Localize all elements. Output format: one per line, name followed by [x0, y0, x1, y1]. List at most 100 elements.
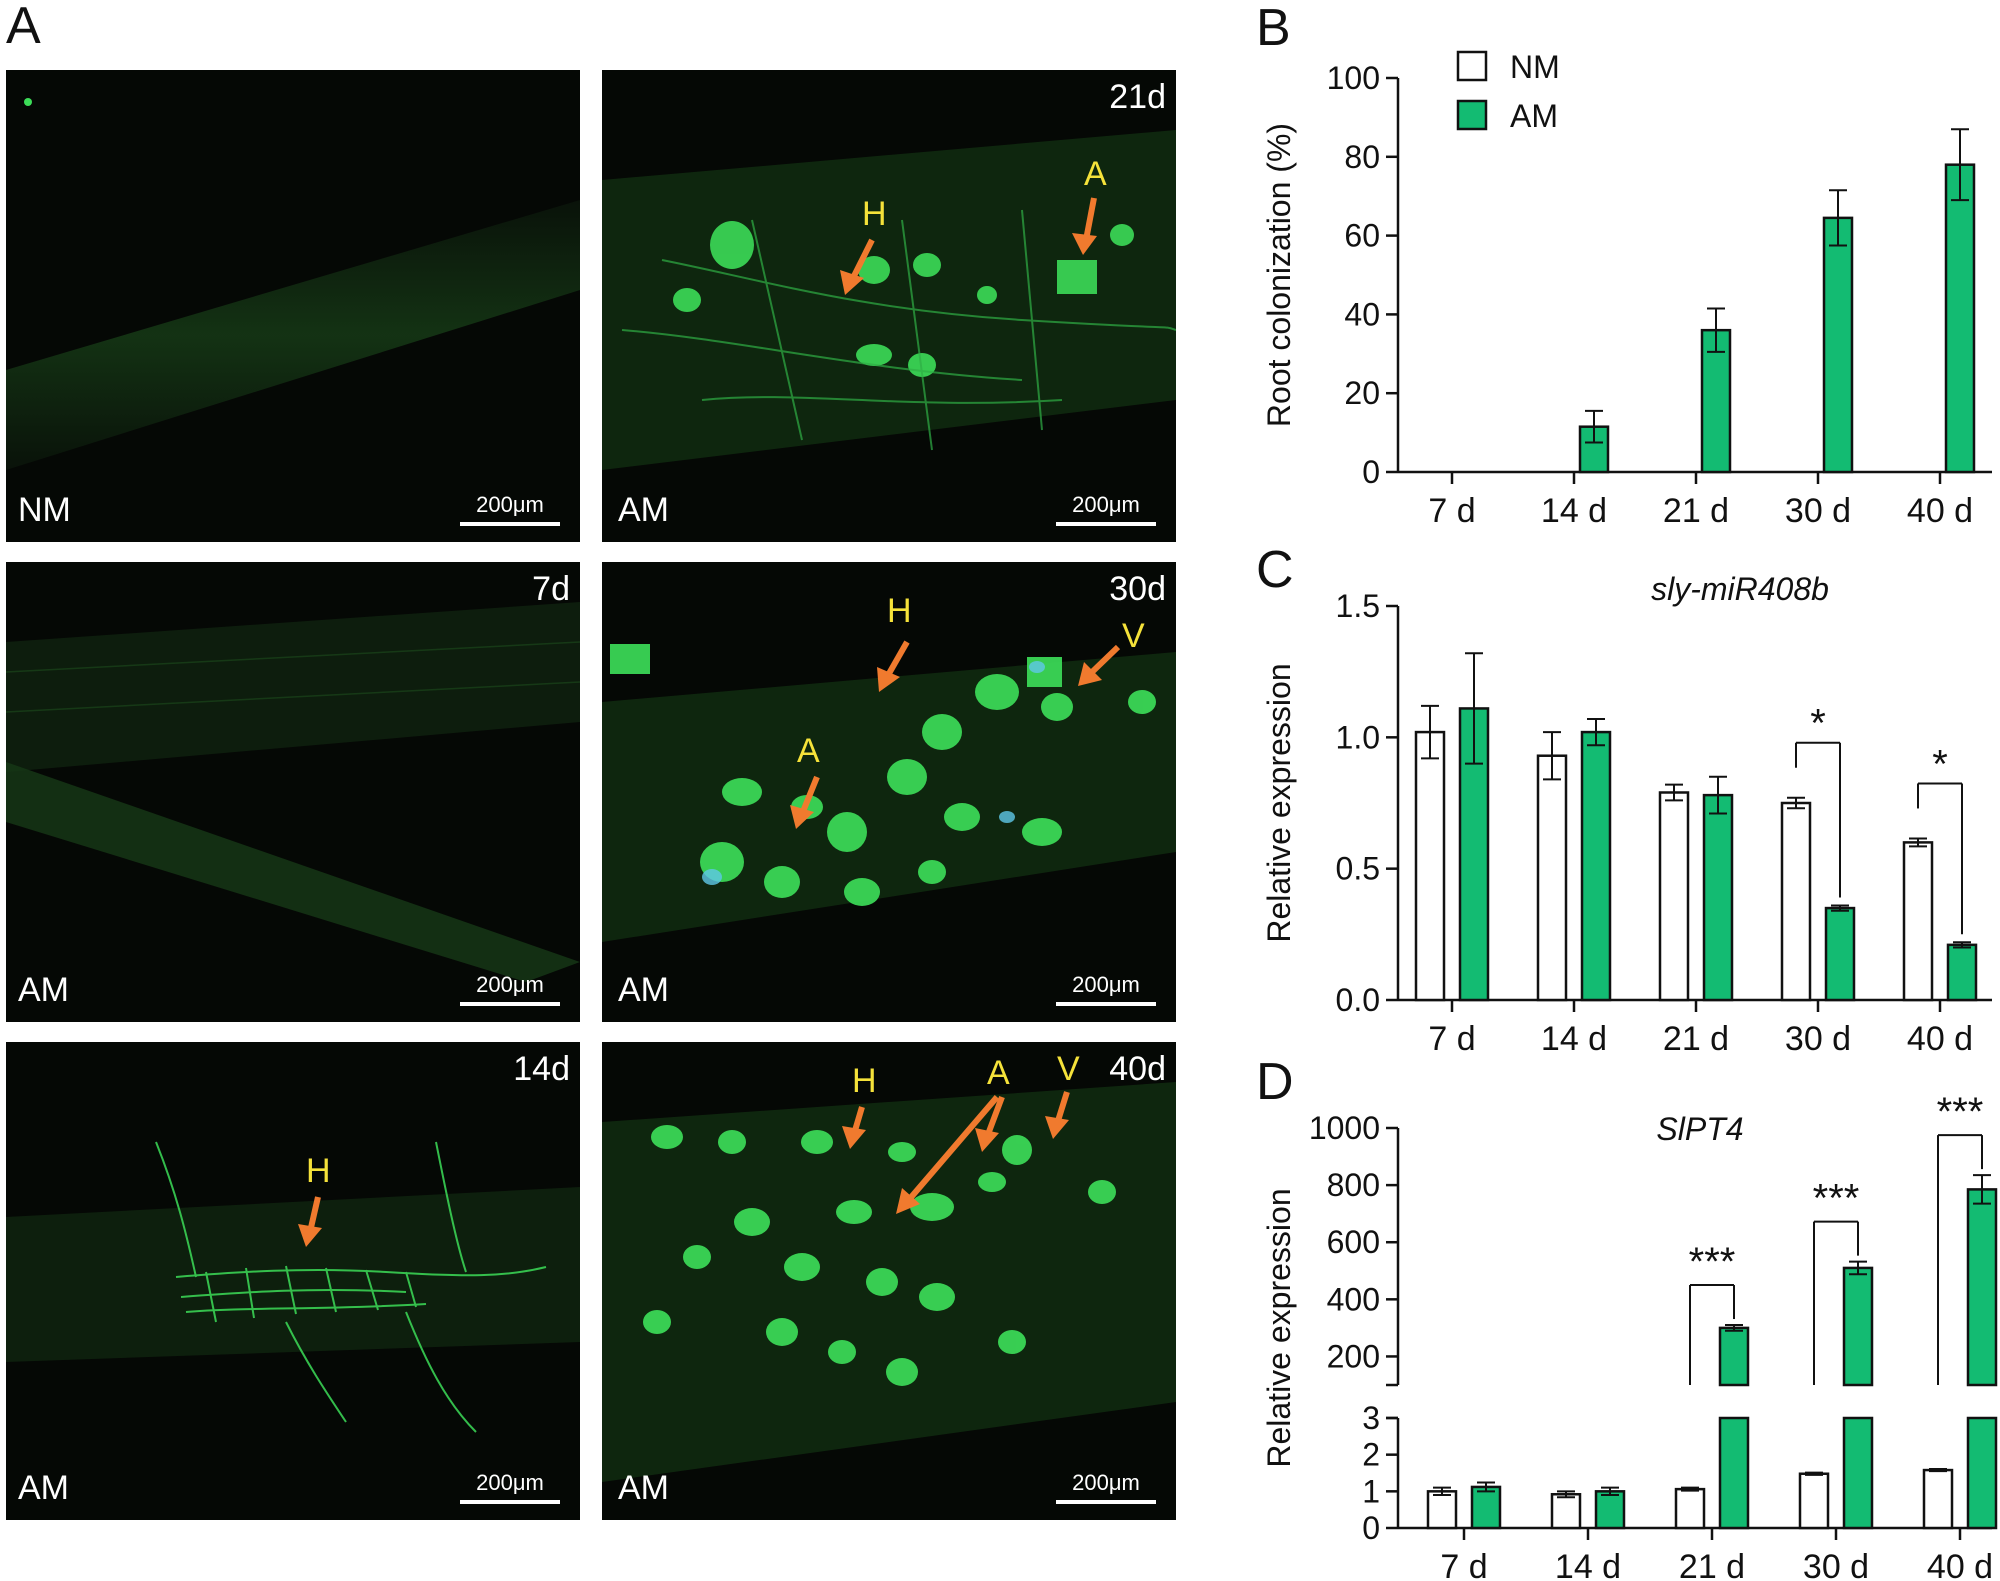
micrograph-label: AM	[618, 1469, 669, 1507]
bar-am	[1824, 906, 1856, 1002]
x-tick-label: 7 d	[1428, 492, 1475, 530]
annotation-h: H	[306, 1152, 331, 1190]
bar-nm	[1550, 1493, 1582, 1530]
micrograph-am-30d: 30d H V A AM 200μm	[602, 562, 1176, 1022]
x-tick-label: 14 d	[1541, 1020, 1607, 1058]
x-tick-label: 14 d	[1541, 492, 1607, 530]
scale-bar	[460, 522, 560, 526]
bar-nm	[1426, 1490, 1458, 1530]
annotation-h: H	[852, 1062, 877, 1100]
y-tick-label: 1000	[1309, 1110, 1380, 1146]
y-tick-label: 3	[1362, 1400, 1380, 1436]
chart-title: sly-miR408b	[1651, 571, 1829, 607]
bar-am	[1470, 1485, 1502, 1530]
panel-letter-d: D	[1256, 1053, 1294, 1111]
micrograph-label: AM	[618, 491, 669, 529]
micrograph-label: NM	[18, 491, 71, 529]
x-tick-label: 30 d	[1803, 1548, 1869, 1581]
y-tick-label: 60	[1344, 218, 1380, 254]
bar-am-upper	[1842, 1266, 1874, 1387]
y-tick-label: 600	[1327, 1224, 1380, 1260]
micrograph-day: 40d	[1109, 1050, 1166, 1088]
bar-am-lower	[1842, 1416, 1874, 1530]
bar-am	[1702, 793, 1734, 1002]
x-tick-label: 14 d	[1555, 1548, 1621, 1581]
x-tick-label: 40 d	[1907, 1020, 1973, 1058]
arrow-icon	[840, 197, 1097, 295]
bar-am-upper	[1718, 1326, 1750, 1387]
x-tick-label: 40 d	[1907, 492, 1973, 530]
scale-bar	[1056, 1002, 1156, 1006]
y-tick-label: 0.0	[1336, 982, 1380, 1018]
micrograph-am-21d: 21d H A AM 200μm	[602, 70, 1176, 542]
micrograph-label: AM	[618, 971, 669, 1009]
scale-bar-label: 200μm	[476, 1470, 544, 1495]
annotation-v: V	[1122, 617, 1145, 655]
bar-am	[1944, 163, 1976, 474]
x-tick-label: 7 d	[1440, 1548, 1487, 1581]
y-tick-label: 1.5	[1336, 588, 1380, 624]
bar-am-upper	[1966, 1188, 1998, 1387]
bar-am	[1946, 943, 1978, 1002]
y-tick-label: 400	[1327, 1281, 1380, 1317]
arrow-icon	[842, 1091, 1070, 1214]
micrograph-am-40d: 40d H A V AM 200μm	[602, 1042, 1176, 1520]
significance-label: *	[1810, 702, 1826, 746]
bar-am-lower	[1966, 1416, 1998, 1530]
panel-letter-c: C	[1256, 541, 1294, 599]
bar-am	[1822, 216, 1854, 474]
micrograph-root-image	[6, 602, 580, 982]
scale-bar	[460, 1500, 560, 1504]
y-tick-label: 80	[1344, 139, 1380, 175]
scale-bar	[460, 1002, 560, 1006]
significance-label: ***	[1813, 1177, 1860, 1221]
scale-bar-label: 200μm	[1072, 972, 1140, 997]
y-tick-label: 40	[1344, 296, 1380, 332]
micrograph-label: AM	[18, 1469, 69, 1507]
x-tick-label: 30 d	[1785, 492, 1851, 530]
micrograph-day: 14d	[513, 1050, 570, 1088]
arrow-icon	[298, 1196, 322, 1247]
y-tick-label: 100	[1327, 60, 1380, 96]
x-tick-label: 21 d	[1663, 492, 1729, 530]
y-tick-label: 20	[1344, 375, 1380, 411]
y-axis-label: Relative expression	[1261, 1188, 1297, 1467]
bar-nm	[1922, 1468, 1954, 1530]
scale-bar	[1056, 1500, 1156, 1504]
x-tick-label: 21 d	[1679, 1548, 1745, 1581]
bar-nm	[1536, 754, 1568, 1002]
x-tick-label: 7 d	[1428, 1020, 1475, 1058]
x-tick-label: 30 d	[1785, 1020, 1851, 1058]
annotation-h: H	[862, 195, 887, 233]
annotation-a: A	[1084, 155, 1107, 193]
annotation-v: V	[1057, 1050, 1080, 1088]
chart-title: SlPT4	[1656, 1111, 1743, 1147]
scale-bar-label: 200μm	[1072, 1470, 1140, 1495]
legend-swatch-am	[1456, 99, 1488, 131]
y-tick-label: 2	[1362, 1437, 1380, 1473]
scale-bar	[1056, 522, 1156, 526]
micrograph-root-image	[602, 1082, 1176, 1482]
annotation-a: A	[797, 732, 820, 770]
scale-bar-label: 200μm	[1072, 492, 1140, 517]
micrograph-root-image	[6, 98, 580, 470]
arrow-icon	[790, 640, 1121, 829]
scale-bar-label: 200μm	[476, 492, 544, 517]
legend-swatch-nm	[1456, 50, 1488, 82]
y-axis-label: Relative expression	[1261, 663, 1297, 942]
bar-nm	[1780, 801, 1812, 1002]
legend-label-am: AM	[1510, 98, 1558, 134]
legend-label-nm: NM	[1510, 49, 1560, 85]
bar-am	[1700, 328, 1732, 474]
micrograph-root-image	[602, 644, 1176, 942]
annotation-a: A	[987, 1054, 1010, 1092]
micrograph-day: 7d	[532, 570, 570, 608]
panel-letter-b: B	[1256, 0, 1291, 57]
micrograph-am-7d: 7d AM 200μm	[6, 562, 580, 1022]
x-tick-label: 21 d	[1663, 1020, 1729, 1058]
micrograph-root-image	[602, 130, 1176, 470]
micrograph-nm: NM 200μm	[6, 70, 580, 542]
bar-nm	[1798, 1472, 1830, 1530]
y-axis-label: Root colonization (%)	[1261, 123, 1297, 427]
